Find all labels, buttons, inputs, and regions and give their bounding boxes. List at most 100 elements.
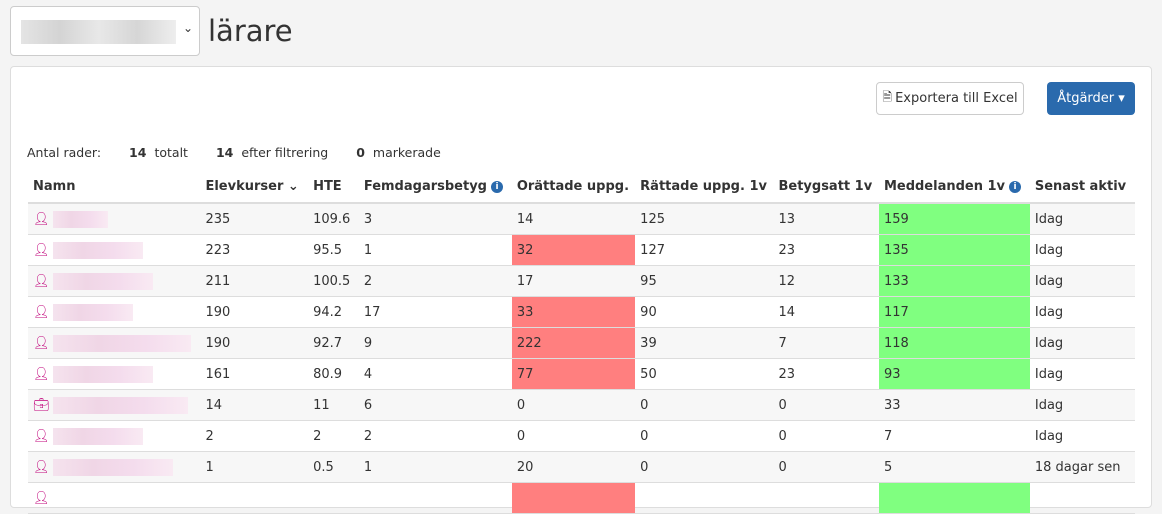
cell: 222 (511, 327, 636, 359)
cell: 33 (511, 296, 636, 328)
column-header[interactable]: Namn (28, 171, 201, 204)
cell: 18 dagar sen (1029, 451, 1135, 483)
cell: 7 (878, 420, 1030, 452)
cell: 0 (635, 389, 774, 421)
cell (773, 482, 879, 514)
user-icon: 👤︎ (33, 366, 50, 382)
table-row[interactable]: 💼︎ 14 11 6 0 0 0 33 Idag (28, 389, 1135, 421)
teacher-table: Namn Elevkurser ⌄ HTE Femdagarsbetyg i Orätta… (28, 171, 1135, 514)
cell: 32 (511, 234, 636, 266)
column-header[interactable]: Senast aktiv (1029, 171, 1135, 204)
table-row[interactable]: 👤︎ 1 0.5 1 20 0 0 5 18 dagar sen (28, 451, 1135, 483)
name-cell[interactable]: 👤︎ (28, 327, 201, 359)
name-cell[interactable]: 👤︎ (28, 203, 201, 235)
cell: Idag (1029, 358, 1135, 390)
table-row[interactable]: 👤︎ 223 95.5 1 32 127 23 135 Idag (28, 234, 1135, 266)
name-cell[interactable]: 👤︎ (28, 451, 201, 483)
cell: Idag (1029, 234, 1135, 266)
cell: 133 (878, 265, 1030, 297)
cell: 117 (878, 296, 1030, 328)
column-label: Betygsatt 1v (778, 179, 873, 194)
name-cell[interactable]: 👤︎ (28, 358, 201, 390)
cell: 190 (200, 296, 309, 328)
marked-label: markerade (372, 145, 441, 160)
info-icon[interactable]: i (1009, 181, 1022, 193)
cell: 0 (635, 420, 774, 452)
school-select[interactable]: ⌄ (10, 6, 200, 56)
cell: 90 (635, 296, 774, 328)
cell: 50 (635, 358, 774, 390)
filtered-count: 14 (215, 145, 234, 160)
column-label: Elevkurser (205, 179, 284, 194)
filtered-label: efter filtrering (241, 145, 329, 160)
cell: 17 (511, 265, 636, 297)
cell: 2 (358, 265, 512, 297)
cell: 20 (511, 451, 636, 483)
column-header[interactable]: Orättade uppg. (511, 171, 636, 204)
cell: 0 (511, 420, 636, 452)
cell: Idag (1029, 420, 1135, 452)
actions-button[interactable]: Åtgärder ▾ (1047, 82, 1135, 115)
counts-label: Antal rader: (27, 145, 102, 160)
cell: 5 (878, 451, 1030, 483)
cell: 3 (358, 203, 512, 235)
redacted-name (52, 272, 153, 290)
cell (1029, 482, 1135, 514)
cell: 159 (878, 203, 1030, 235)
column-label: HTE (313, 179, 342, 194)
cell: 14 (773, 296, 879, 328)
table-row[interactable]: 👤︎ 235 109.6 3 14 125 13 159 Idag (28, 203, 1135, 235)
cell: 80.9 (308, 358, 359, 390)
cell (878, 482, 1030, 514)
chevron-down-icon: ⌄ (182, 21, 193, 35)
cell: 77 (511, 358, 636, 390)
name-cell[interactable]: 💼︎ (28, 389, 201, 421)
cell: 23 (773, 234, 879, 266)
name-cell[interactable]: 👤︎ (28, 234, 201, 266)
redacted-name (52, 427, 143, 445)
column-header[interactable]: Rättade uppg. 1v (635, 171, 774, 204)
redacted-name (52, 334, 191, 352)
page-title: lärare (208, 14, 293, 48)
cell: 9 (358, 327, 512, 359)
briefcase-icon: 💼︎ (33, 397, 50, 413)
cell: 39 (635, 327, 774, 359)
column-header[interactable]: Femdagarsbetyg i (358, 171, 512, 204)
column-header[interactable]: Elevkurser ⌄ (200, 171, 309, 204)
column-label: Senast aktiv (1034, 179, 1127, 194)
column-header[interactable]: Meddelanden 1v i (878, 171, 1030, 204)
redacted-value (21, 20, 176, 44)
name-cell[interactable]: 👤︎ (28, 420, 201, 452)
cell: 17 (358, 296, 512, 328)
user-icon: 👤︎ (33, 335, 50, 351)
user-icon: 👤︎ (33, 273, 50, 289)
marked-count: 0 (356, 145, 365, 160)
user-icon: 👤︎ (33, 242, 50, 258)
column-label: Orättade uppg. (516, 179, 630, 194)
cell: 12 (773, 265, 879, 297)
cell: 95.5 (308, 234, 359, 266)
table-row[interactable]: 👤︎ (28, 482, 1135, 514)
column-header[interactable]: Betygsatt 1v (773, 171, 879, 204)
cell: 127 (635, 234, 774, 266)
table-row[interactable]: 👤︎ 190 94.2 17 33 90 14 117 Idag (28, 296, 1135, 328)
cell: 13 (773, 203, 879, 235)
name-cell[interactable]: 👤︎ (28, 296, 201, 328)
sort-desc-icon: ⌄ (283, 179, 299, 194)
table-row[interactable]: 👤︎ 2 2 2 0 0 0 7 Idag (28, 420, 1135, 452)
redacted-name (52, 303, 133, 321)
table-row[interactable]: 👤︎ 190 92.7 9 222 39 7 118 Idag (28, 327, 1135, 359)
user-icon: 👤︎ (33, 490, 50, 506)
cell: 235 (200, 203, 309, 235)
export-excel-button[interactable]: 🗎 Exportera till Excel (876, 82, 1024, 115)
cell: 0 (635, 451, 774, 483)
name-cell[interactable]: 👤︎ (28, 265, 201, 297)
cell: 1 (358, 451, 512, 483)
redacted-name (52, 241, 143, 259)
column-header[interactable]: HTE (308, 171, 359, 204)
redacted-name (52, 458, 173, 476)
table-row[interactable]: 👤︎ 161 80.9 4 77 50 23 93 Idag (28, 358, 1135, 390)
table-row[interactable]: 👤︎ 211 100.5 2 17 95 12 133 Idag (28, 265, 1135, 297)
name-cell[interactable]: 👤︎ (28, 482, 201, 514)
info-icon[interactable]: i (490, 181, 503, 193)
